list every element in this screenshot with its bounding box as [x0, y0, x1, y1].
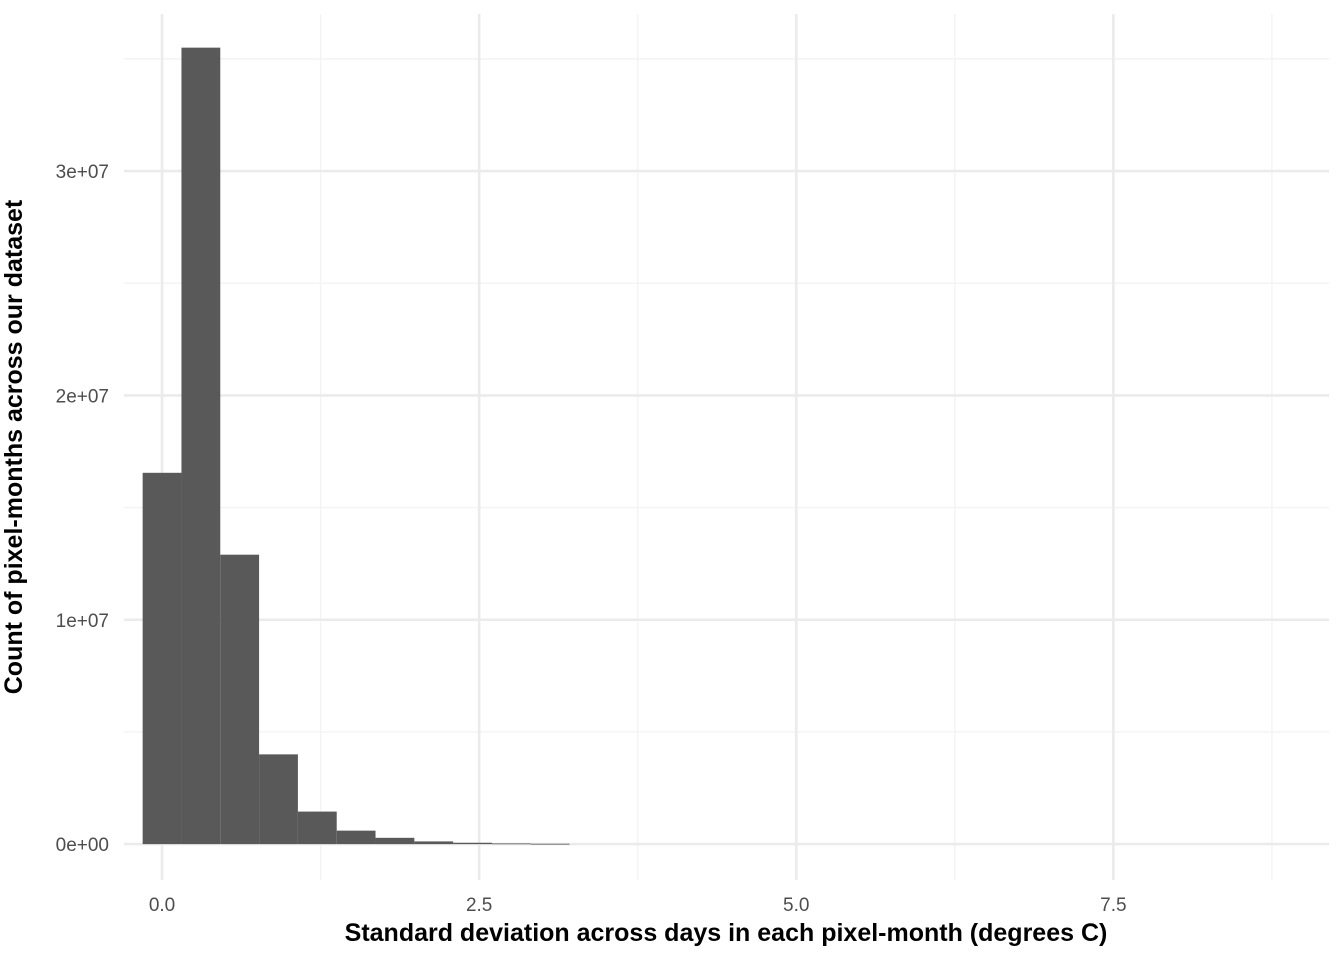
histogram-bar [375, 837, 415, 845]
y-tick-label: 1e+07 [56, 611, 109, 632]
histogram-bar [530, 843, 570, 845]
y-axis-tick-labels: 0e+00 1e+07 2e+07 3e+07 [56, 162, 109, 856]
histogram-bar [491, 843, 531, 845]
histogram-bars [142, 47, 570, 845]
x-axis-title: Standard deviation across days in each p… [345, 919, 1108, 947]
y-tick-label: 2e+07 [56, 386, 109, 407]
histogram-bar [414, 841, 454, 845]
minor-gridlines [124, 14, 1329, 880]
histogram-bar [453, 842, 492, 845]
y-tick-label: 0e+00 [56, 835, 109, 856]
major-gridlines [124, 14, 1329, 880]
histogram-bar [259, 754, 298, 845]
x-axis-tick-labels: 0.0 2.5 5.0 7.5 [149, 895, 1127, 916]
histogram-bar [336, 830, 376, 845]
histogram-bar [181, 47, 221, 845]
y-tick-label: 3e+07 [56, 162, 109, 183]
x-tick-label: 7.5 [1100, 895, 1126, 916]
x-tick-label: 5.0 [783, 895, 809, 916]
x-tick-label: 0.0 [149, 895, 175, 916]
histogram-bar [142, 472, 182, 845]
histogram-bar [220, 554, 260, 845]
y-axis-title: Count of pixel-months across our dataset [0, 199, 28, 694]
histogram-bar [297, 811, 337, 845]
x-tick-label: 2.5 [466, 895, 492, 916]
